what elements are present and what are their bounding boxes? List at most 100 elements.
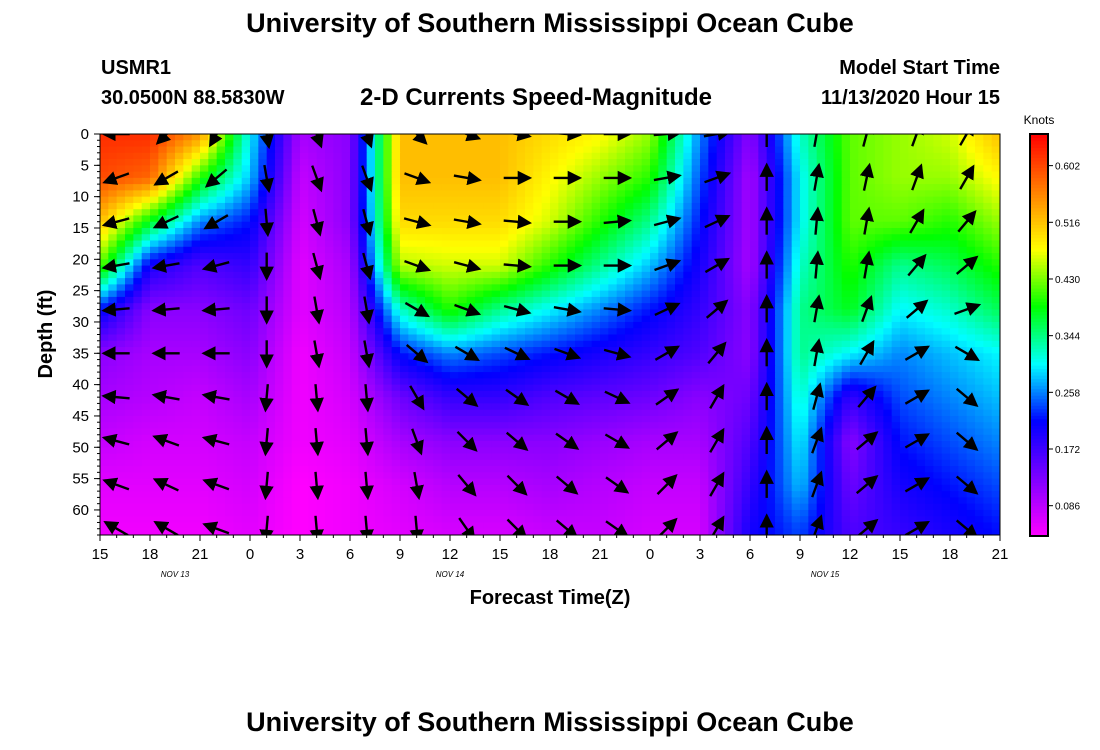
heatmap-cell [675,378,684,386]
heatmap-cell [425,390,434,398]
heatmap-cell [983,221,993,229]
heatmap-cell [166,152,176,160]
heatmap-cell [450,321,459,329]
heatmap-cell [191,159,201,166]
heatmap-cell [391,196,401,204]
heatmap-cell [383,290,393,298]
heatmap-cell [216,278,226,285]
heatmap-cell [991,171,1000,179]
heatmap-cell [691,165,701,173]
heatmap-cell [808,253,818,260]
heatmap-cell [250,309,259,317]
heatmap-cell [408,359,418,367]
heatmap-cell [300,403,309,411]
heatmap-cell [216,246,226,254]
heatmap-cell [458,165,468,173]
heatmap-cell [683,347,693,354]
heatmap-cell [216,159,226,166]
heatmap-cell [175,296,184,304]
heatmap-cell [925,202,934,210]
heatmap-cell [108,415,118,423]
heatmap-cell [991,334,1000,342]
heatmap-cell [541,140,551,148]
heatmap-cell [558,171,568,179]
heatmap-cell [458,234,468,242]
heatmap-cell [100,328,109,336]
heatmap-cell [541,365,551,373]
heatmap-cell [691,334,701,342]
heatmap-cell [400,340,409,348]
heatmap-cell [433,259,443,267]
heatmap-cell [900,397,909,405]
heatmap-cell [641,202,651,210]
heatmap-cell [133,422,143,430]
heatmap-cell [875,240,884,248]
heatmap-cell [366,240,376,248]
heatmap-cell [600,403,609,411]
heatmap-cell [191,403,201,411]
heatmap-cell [733,309,743,317]
heatmap-cell [641,140,651,148]
heatmap-cell [375,234,384,242]
heatmap-cell [750,171,759,179]
heatmap-cell [791,165,801,173]
heatmap-cell [466,284,476,292]
heatmap-cell [608,315,618,323]
heatmap-cell [958,309,968,317]
heatmap-cell [441,372,451,379]
heatmap-cell [516,196,526,204]
heatmap-cell [891,190,901,198]
heatmap-cell [550,177,559,185]
heatmap-cell [375,165,384,173]
heatmap-cell [475,202,484,210]
heatmap-cell [366,290,376,298]
heatmap-cell [475,196,484,204]
heatmap-cell [441,321,451,329]
heatmap-cell [816,397,826,405]
heatmap-cell [783,397,793,405]
heatmap-cell [675,240,684,248]
heatmap-cell [100,290,109,298]
heatmap-cell [683,209,693,217]
heatmap-cell [608,215,618,223]
heatmap-cell [183,215,193,223]
heatmap-cell [558,227,568,235]
heatmap-cell [950,159,959,166]
heatmap-cell [541,284,551,292]
heatmap-cell [516,152,526,160]
heatmap-cell [525,140,534,148]
heatmap-cell [658,202,668,210]
heatmap-cell [783,209,793,217]
heatmap-cell [766,246,776,254]
heatmap-cell [350,165,359,173]
heatmap-cell [750,315,759,323]
heatmap-cell [625,271,634,279]
heatmap-cell [566,378,576,386]
heatmap-cell [166,403,176,411]
heatmap-cell [175,227,184,235]
heatmap-cell [216,140,226,148]
heatmap-cell [566,409,576,417]
heatmap-cell [416,271,426,279]
heatmap-cell [441,209,451,217]
heatmap-cell [583,234,593,242]
heatmap-cell [866,372,876,379]
heatmap-cell [391,246,401,254]
heatmap-cell [175,384,184,392]
heatmap-cell [491,202,501,210]
heatmap-cell [466,278,476,285]
heatmap-cell [758,397,768,405]
heatmap-cell [100,253,109,260]
heatmap-cell [275,397,284,405]
heatmap-cell [108,246,118,254]
heatmap-cell [666,397,676,405]
heatmap-cell [633,378,643,386]
heatmap-cell [216,353,226,361]
heatmap-cell [950,177,959,185]
heatmap-cell [591,328,601,336]
heatmap-cell [408,253,418,260]
heatmap-cell [283,234,293,242]
heatmap-cell [933,246,943,254]
heatmap-cell [250,296,259,304]
heatmap-cell [733,209,743,217]
